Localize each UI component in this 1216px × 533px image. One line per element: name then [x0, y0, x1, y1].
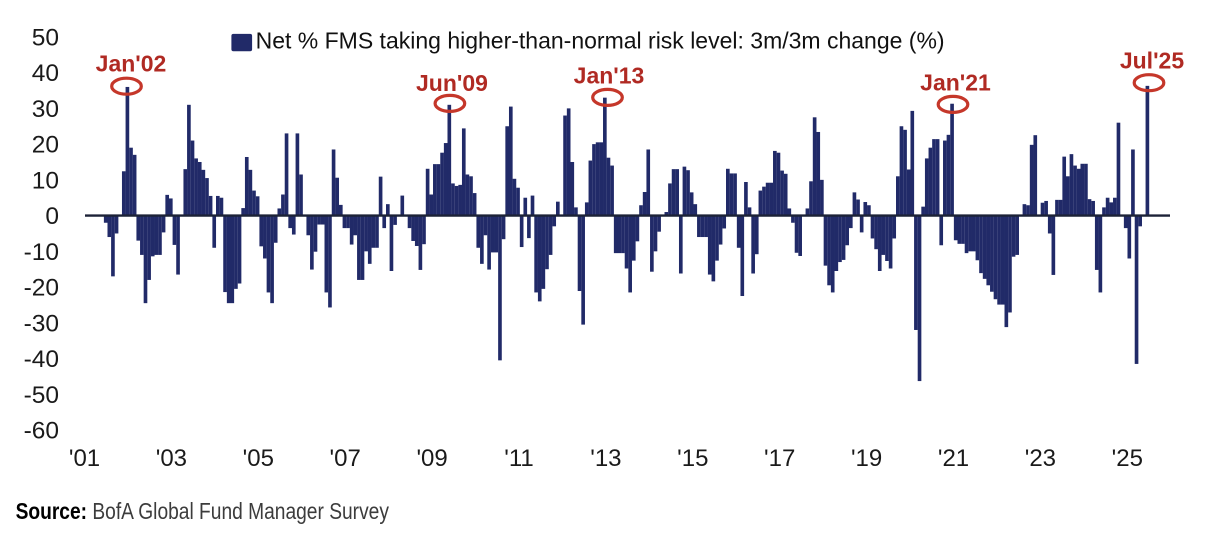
svg-text:Jan'21: Jan'21: [920, 69, 991, 95]
svg-text:'25: '25: [1112, 445, 1143, 472]
svg-text:Jan'13: Jan'13: [574, 62, 645, 88]
svg-text:20: 20: [32, 132, 59, 159]
svg-text:-10: -10: [24, 239, 59, 266]
svg-text:Jan'02: Jan'02: [96, 51, 167, 77]
svg-text:-20: -20: [24, 275, 59, 302]
svg-text:50: 50: [32, 24, 59, 51]
svg-text:0: 0: [45, 203, 59, 230]
svg-text:'19: '19: [851, 445, 882, 472]
svg-text:'15: '15: [677, 445, 708, 472]
svg-text:'11: '11: [504, 445, 534, 472]
svg-text:'01: '01: [69, 445, 100, 472]
svg-text:'05: '05: [243, 445, 274, 472]
svg-text:40: 40: [32, 60, 59, 87]
svg-text:'09: '09: [416, 445, 447, 472]
svg-text:10: 10: [32, 167, 59, 194]
svg-text:'21: '21: [938, 445, 969, 472]
svg-text:-60: -60: [24, 418, 59, 445]
svg-text:Source: BofA Global Fund Manag: Source: BofA Global Fund Manager Survey: [16, 499, 390, 524]
svg-text:-30: -30: [24, 310, 59, 337]
svg-text:30: 30: [32, 96, 59, 123]
svg-text:-40: -40: [24, 346, 59, 373]
svg-text:'13: '13: [590, 445, 621, 472]
svg-text:Jul'25: Jul'25: [1120, 47, 1184, 73]
svg-text:Net % FMS taking higher-than-n: Net % FMS taking higher-than-normal risk…: [256, 28, 945, 54]
svg-text:-50: -50: [24, 382, 59, 409]
svg-text:'07: '07: [330, 445, 361, 472]
svg-text:Jun'09: Jun'09: [416, 70, 488, 96]
svg-text:'23: '23: [1025, 445, 1056, 472]
svg-text:'17: '17: [764, 445, 795, 472]
svg-text:'03: '03: [156, 445, 187, 472]
